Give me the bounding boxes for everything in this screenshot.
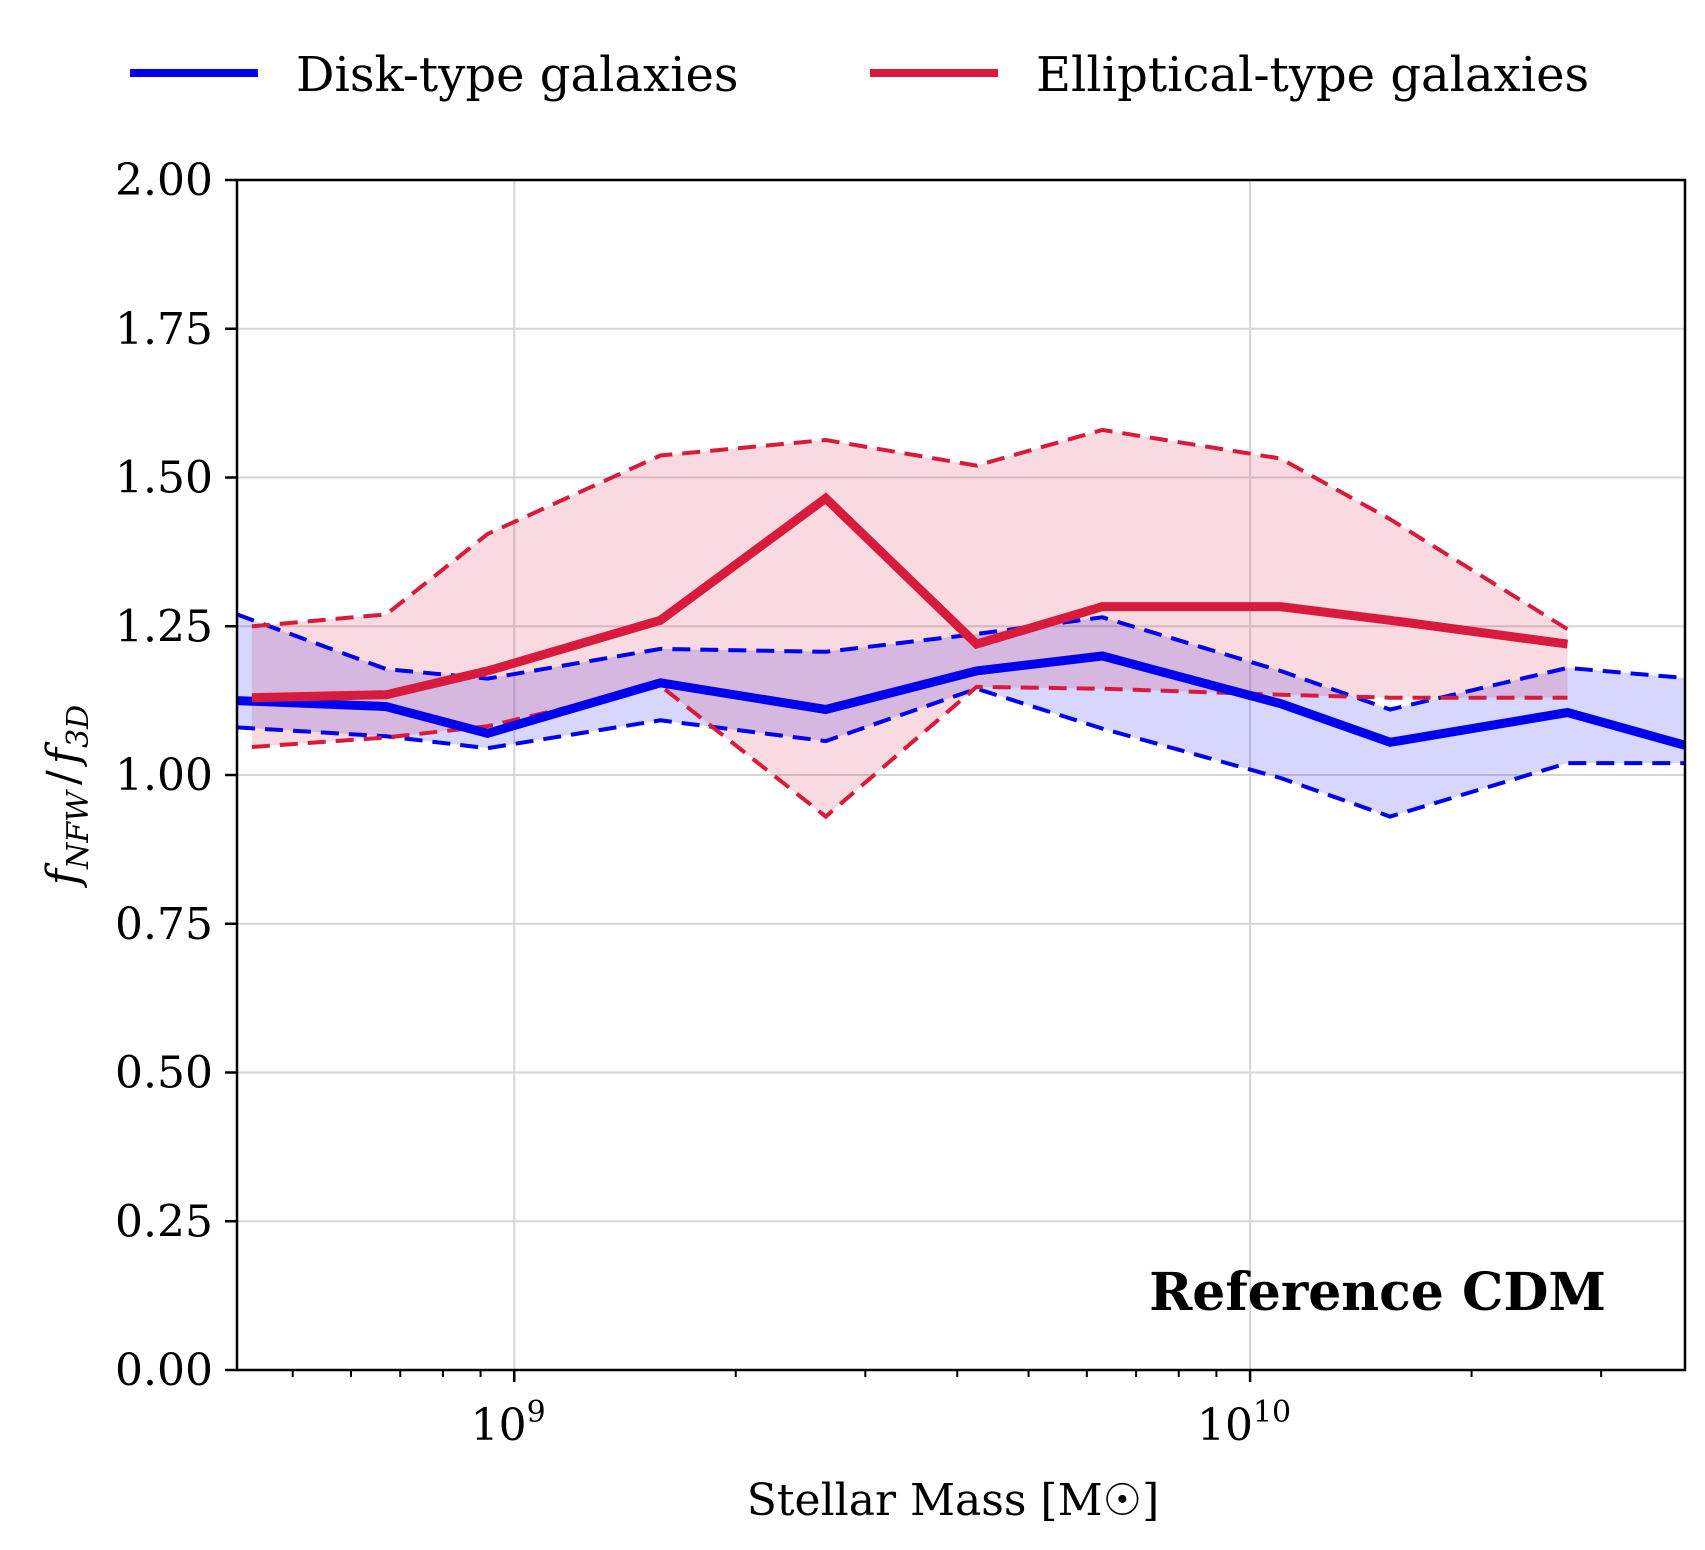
lower-dashed-line-disk <box>237 686 1685 819</box>
band-disk <box>237 614 1685 817</box>
grid <box>237 180 1685 1370</box>
y-tick-label: 1.25 <box>115 601 213 652</box>
median-line-elliptical <box>251 492 1569 703</box>
x-tick-label: 109 <box>471 1395 546 1451</box>
legend-label-disk: Disk-type galaxies <box>296 47 739 103</box>
band-elliptical <box>251 429 1568 817</box>
y-tick-label: 0.25 <box>115 1196 213 1247</box>
y-axis-label: fNFW/f3D <box>38 705 96 888</box>
plot-frame <box>235 178 1687 1372</box>
y-tick-label: 0.00 <box>115 1345 213 1396</box>
y-tick-label: 1.50 <box>115 453 213 504</box>
legend: Disk-type galaxies Elliptical-type galax… <box>130 47 1589 103</box>
x-tick-exponent: 9 <box>527 1395 546 1430</box>
y-tick-label: 0.50 <box>115 1048 213 1099</box>
x-tick-label: 1010 <box>1197 1395 1291 1451</box>
x-axis-label: Stellar Mass [M☉] <box>747 1475 1160 1526</box>
percentile-bands <box>237 429 1685 817</box>
median-line-disk <box>237 651 1685 750</box>
y-tick-label: 2.00 <box>115 155 213 206</box>
y-tick-label: 1.00 <box>115 750 213 801</box>
x-tick-base: 10 <box>471 1400 527 1451</box>
y-label-sub1: NFW <box>61 789 96 870</box>
annotation-text: Reference CDM <box>1149 1262 1606 1323</box>
upper-dashed-line-elliptical <box>251 427 1569 631</box>
legend-label-elliptical: Elliptical-type galaxies <box>1036 47 1589 103</box>
x-tick-exponent: 10 <box>1253 1395 1291 1430</box>
y-label-slash: / <box>38 770 89 785</box>
y-tick-label: 0.75 <box>115 899 213 950</box>
y-label-sub2: 3D <box>61 705 96 748</box>
y-tick-label: 1.75 <box>115 304 213 355</box>
series-lines <box>237 427 1685 820</box>
x-tick-base: 10 <box>1197 1400 1253 1451</box>
lower-dashed-line-elliptical <box>251 683 1568 820</box>
